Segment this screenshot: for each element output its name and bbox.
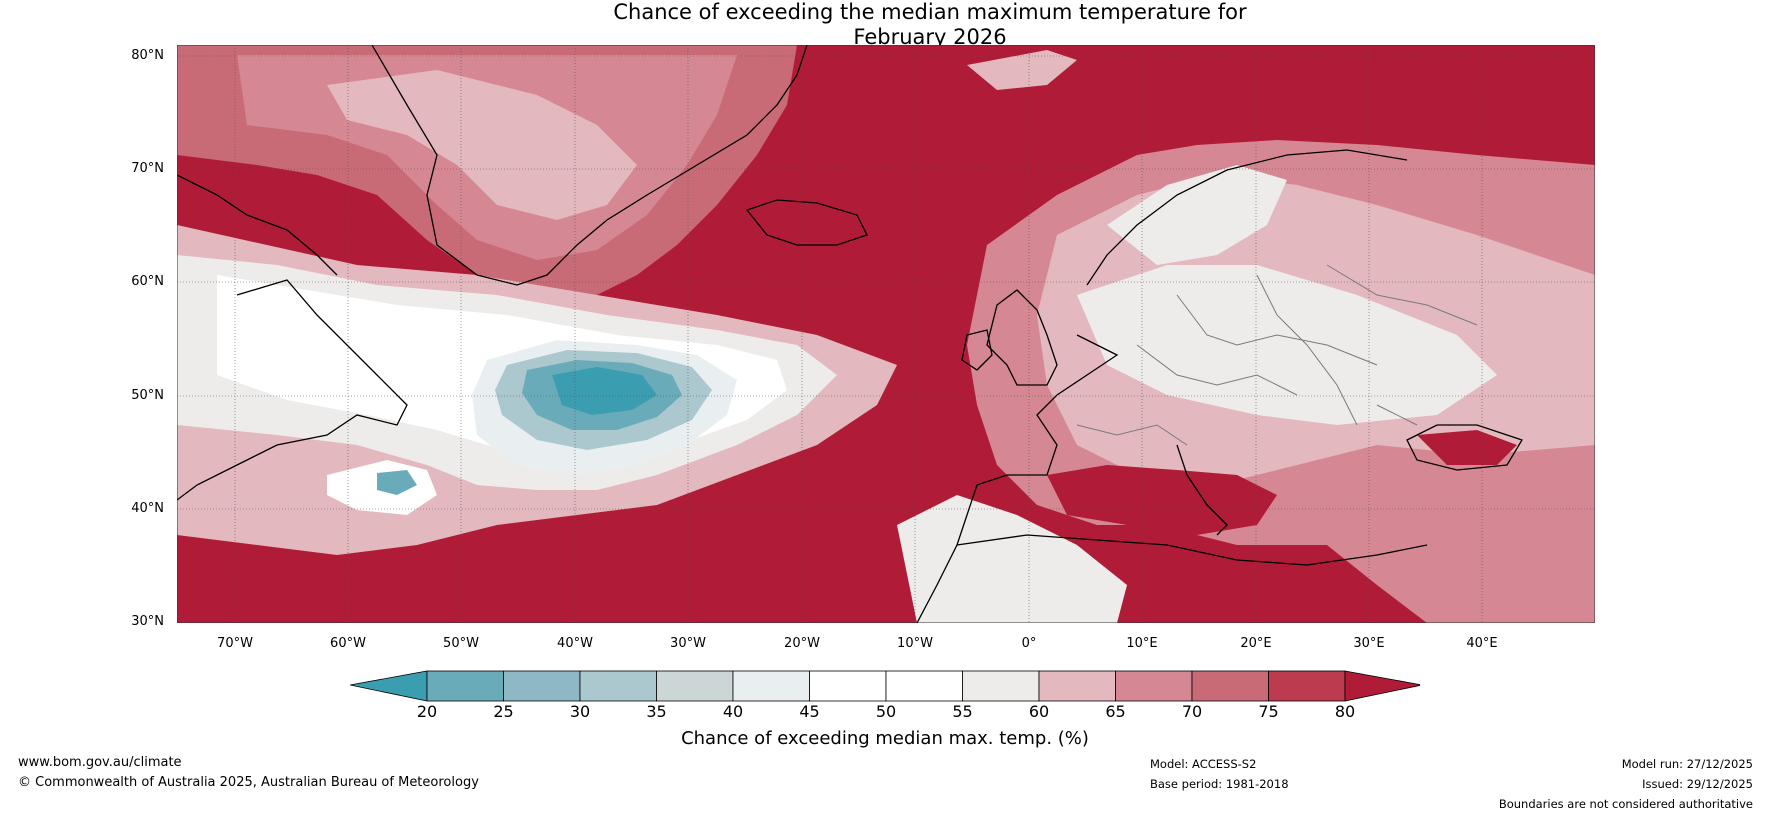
colorbar-box (1191, 670, 1269, 702)
colorbar-box (1038, 670, 1116, 702)
italy-coast (1176, 444, 1228, 536)
lon-label-10e: 10°E (1126, 636, 1158, 651)
coastlines (177, 45, 1523, 623)
issued-text: Issued: 29/12/2025 (1642, 777, 1753, 791)
black-sea-red (1417, 430, 1517, 465)
country-borders (1076, 264, 1478, 446)
lon-label-30e: 30°E (1353, 636, 1385, 651)
iceland-coast (745, 199, 868, 246)
colorbar-tick-label: 60 (1028, 702, 1050, 721)
colorbar-box (503, 670, 581, 702)
north-africa-coast (956, 534, 1428, 566)
greenland-region-pink (327, 70, 637, 220)
western-europe-coast (916, 334, 1119, 623)
lon-label-40e: 40°E (1466, 636, 1498, 651)
colorbar-tick-label: 55 (952, 702, 973, 721)
colorbar-tick-label: 65 (1105, 702, 1126, 721)
colorbar (350, 670, 1420, 702)
nova-scotia-blob-core (377, 470, 417, 495)
lat-label-30n: 30°N (131, 614, 164, 629)
lat-label-50n: 50°N (131, 388, 164, 403)
lon-label-20e: 20°E (1240, 636, 1272, 651)
lat-label-80n: 80°N (131, 48, 164, 63)
ireland-coast (961, 329, 993, 371)
colorbar-tick-label: 40 (722, 702, 744, 721)
greenland-coast (371, 45, 808, 286)
colorbar-box (809, 670, 887, 702)
colorbar-tick-label: 70 (1181, 702, 1203, 721)
britain-coast (986, 289, 1058, 386)
colorbar-tick-label: 45 (799, 702, 820, 721)
colorbar-box (962, 670, 1040, 702)
below-median-blob-core (552, 367, 657, 415)
lon-label-0: 0° (1021, 636, 1037, 651)
colorbar-box (579, 670, 657, 702)
map-title: Chance of exceeding the median maximum t… (0, 0, 1770, 50)
lon-label-20w: 20°W (784, 636, 820, 651)
labrador-coast (177, 279, 408, 501)
colorbar-tick-label: 20 (416, 702, 438, 721)
model-text: Model: ACCESS-S2 (1150, 757, 1257, 771)
scandinavia-pale (1107, 165, 1287, 265)
svalbard-pale-patch (967, 50, 1077, 90)
lon-label-50w: 50°W (443, 636, 479, 651)
colorbar-tick-label: 75 (1258, 702, 1279, 721)
colorbar-box (732, 670, 810, 702)
title-line-1: Chance of exceeding the median maximum t… (613, 0, 1247, 24)
colorbar-tick-label: 30 (569, 702, 591, 721)
lon-label-70w: 70°W (217, 636, 253, 651)
colorbar-extend-low (350, 670, 428, 702)
base-period-text: Base period: 1981-2018 (1150, 777, 1289, 791)
lon-label-10w: 10°W (897, 636, 933, 651)
europe-region-pale (1077, 265, 1497, 425)
colorbar-box (1115, 670, 1193, 702)
website-link[interactable]: www.bom.gov.au/climate (18, 755, 182, 770)
disclaimer-text: Boundaries are not considered authoritat… (1498, 797, 1753, 811)
graticule (177, 45, 1595, 623)
colorbar-tick-label: 35 (646, 702, 667, 721)
lon-label-40w: 40°W (557, 636, 593, 651)
colorbar-tick-label: 50 (875, 702, 897, 721)
colorbar-extend-high (1344, 670, 1420, 702)
lat-label-70n: 70°N (131, 161, 164, 176)
norway-coast (1086, 149, 1408, 286)
lat-label-60n: 60°N (131, 274, 164, 289)
model-run-text: Model run: 27/12/2025 (1621, 757, 1753, 771)
colorbar-tick-label: 25 (493, 702, 514, 721)
colorbar-label: Chance of exceeding median max. temp. (%… (681, 728, 1089, 749)
colorbar-tick-label: 80 (1334, 702, 1356, 721)
colorbar-box (656, 670, 734, 702)
colorbar-box (1268, 670, 1346, 702)
colorbar-box (426, 670, 504, 702)
iberia-north-africa-pale (897, 495, 1127, 623)
black-sea-coast (1406, 424, 1523, 471)
probability-map (177, 45, 1595, 623)
lon-label-60w: 60°W (330, 636, 366, 651)
colorbar-boxes (350, 670, 1420, 702)
lat-label-40n: 40°N (131, 501, 164, 516)
colorbar-box (885, 670, 963, 702)
copyright-text: © Commonwealth of Australia 2025, Austra… (18, 775, 479, 790)
baffin-coast (177, 174, 338, 276)
lon-label-30w: 30°W (670, 636, 706, 651)
